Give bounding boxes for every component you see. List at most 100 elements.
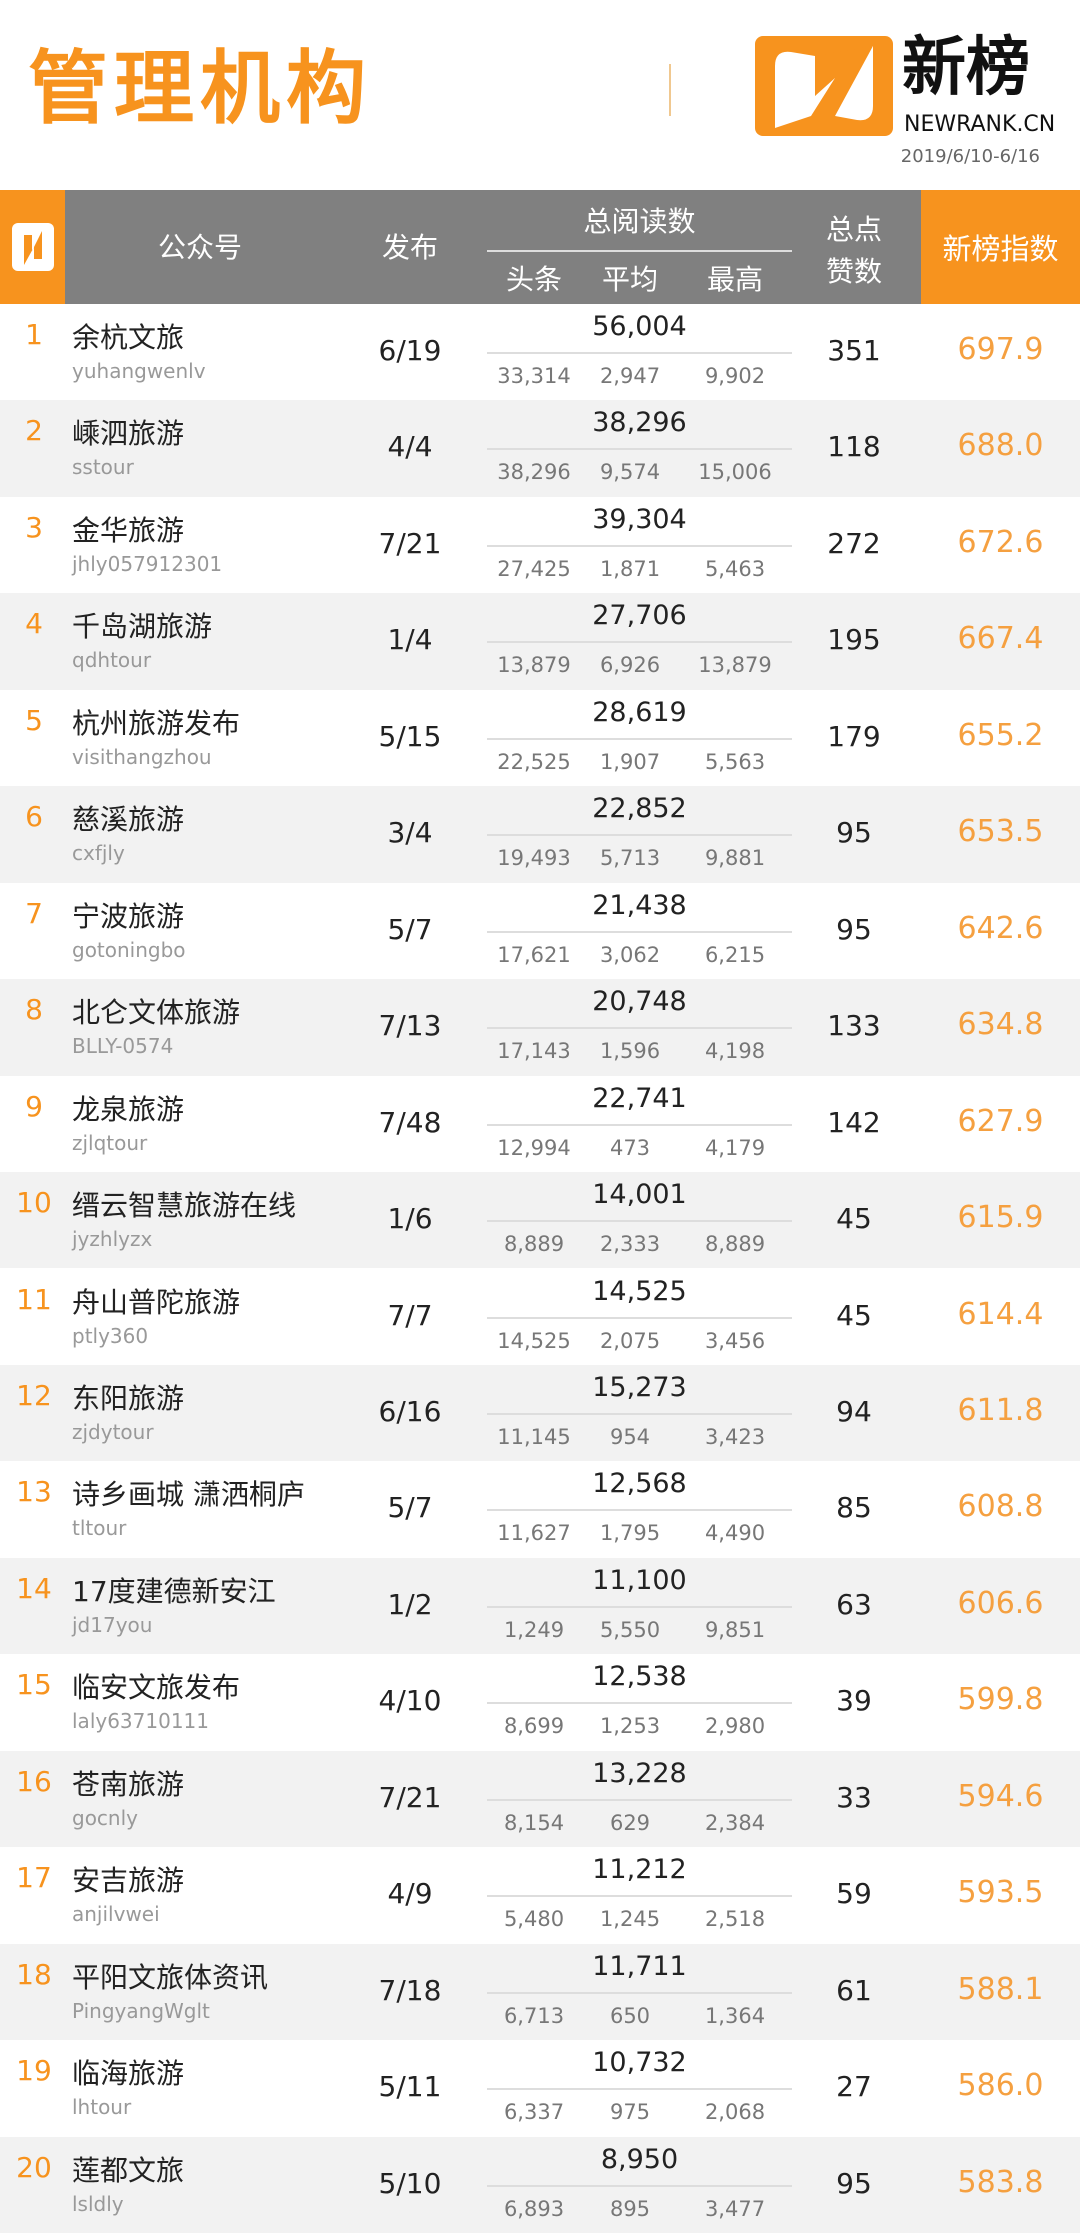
- account-name: 龙泉旅游: [72, 1092, 185, 1126]
- avg-reads: 629: [609, 1810, 651, 1835]
- total-likes: 195: [827, 623, 881, 657]
- header-max: 最高: [706, 263, 763, 296]
- newrank-index: 642.6: [957, 910, 1044, 946]
- table-row[interactable]: 8 北仑文体旅游 BLLY-0574 7/13 20,748 17,143 1,596 4,1…: [0, 979, 1080, 1076]
- publish-count: 5/7: [387, 912, 433, 946]
- newrank-index: 634.8: [957, 1007, 1044, 1043]
- table-row[interactable]: 18 平阳文旅体资讯 PingyangWglt 7/18 11,711 6,713 650 1…: [0, 1943, 1080, 2041]
- newrank-index: 608.8: [957, 1489, 1044, 1525]
- newrank-index: 614.4: [957, 1296, 1044, 1332]
- table-row[interactable]: 17 安吉旅游 anjilvwei 4/9 11,212 5,480 1,245 2,518 5…: [0, 1847, 1080, 1943]
- table-row[interactable]: 14 17度建德新安江 jd17you 1/2 11,100 1,249 5,550 9,85…: [0, 1557, 1080, 1655]
- newrank-small-logo-icon: [0, 190, 65, 304]
- table-row[interactable]: 10 缙云智慧旅游在线 jyzhlyzx 1/6 14,001 8,889 2,333 8,8…: [0, 1172, 1080, 1269]
- total-reads: 38,296: [592, 407, 687, 439]
- max-reads: 4,490: [704, 1521, 766, 1546]
- total-likes: 95: [836, 816, 872, 850]
- table-row[interactable]: 13 诗乡画城 潇洒桐庐 tltour 5/7 12,568 11,627 1,795 4,4…: [0, 1461, 1080, 1557]
- head-reads: 8,889: [503, 1232, 565, 1257]
- avg-reads: 5,550: [599, 1617, 661, 1642]
- account-id: jhly057912301: [72, 551, 223, 576]
- total-reads: 14,001: [592, 1179, 687, 1211]
- total-likes: 61: [836, 1973, 872, 2007]
- publish-count: 7/21: [378, 526, 442, 560]
- table-row[interactable]: 4 千岛湖旅游 qdhtour 1/4 27,706 13,879 6,926 13,879 1…: [0, 593, 1080, 690]
- total-reads: 12,538: [592, 1661, 687, 1693]
- max-reads: 9,902: [704, 364, 766, 388]
- total-likes: 95: [836, 912, 872, 946]
- account-id: jd17you: [72, 1612, 153, 1637]
- total-likes: 85: [836, 1491, 872, 1525]
- max-reads: 9,851: [704, 1617, 766, 1642]
- header-divider: [487, 250, 792, 252]
- account-id: lsldly: [72, 2191, 124, 2216]
- table-row[interactable]: 20 莲都文旅 lsldly 5/10 8,950 6,893 895 3,477 95 583.…: [0, 2136, 1080, 2233]
- account-id: ptly360: [72, 1323, 149, 1348]
- divider: [669, 64, 671, 116]
- account-name: 苍南旅游: [72, 1767, 185, 1801]
- table-row[interactable]: 1 余杭文旅 yuhangwenlv 6/19 56,004 33,314 2,947 9,9…: [0, 304, 1080, 400]
- table-row[interactable]: 6 慈溪旅游 cxfjly 3/4 22,852 19,493 5,713 9,881 95 65…: [0, 786, 1080, 883]
- max-reads: 3,477: [704, 2196, 766, 2221]
- row-divider: [487, 1509, 792, 1512]
- avg-reads: 954: [609, 1424, 651, 1449]
- table-row[interactable]: 19 临海旅游 lhtour 5/11 10,732 6,337 975 2,068 27 586…: [0, 2040, 1080, 2136]
- table-row[interactable]: 3 金华旅游 jhly057912301 7/21 39,304 27,425 1,871 5…: [0, 497, 1080, 593]
- head-reads: 19,493: [497, 846, 571, 871]
- table-row[interactable]: 2 嵊泗旅游 sstour 4/4 38,296 38,296 9,574 15,006 118…: [0, 400, 1080, 497]
- rank-number: 3: [25, 510, 43, 544]
- head-reads: 8,154: [503, 1810, 565, 1835]
- account-name: 北仑文体旅游: [72, 996, 241, 1030]
- account-id: cxfjly: [72, 841, 125, 866]
- newrank-index: 611.8: [957, 1392, 1044, 1428]
- max-reads: 4,179: [704, 1135, 766, 1160]
- total-likes: 94: [836, 1394, 872, 1428]
- total-reads: 15,273: [592, 1371, 687, 1403]
- table-row[interactable]: 11 舟山普陀旅游 ptly360 7/7 14,525 14,525 2,075 3,456…: [0, 1269, 1080, 1365]
- newrank-index: 594.6: [957, 1778, 1044, 1814]
- total-likes: 45: [836, 1202, 872, 1236]
- max-reads: 2,384: [704, 1810, 766, 1835]
- account-id: BLLY-0574: [72, 1034, 174, 1059]
- total-reads: 10,732: [592, 2047, 687, 2079]
- row-divider: [487, 448, 792, 451]
- table-row[interactable]: 9 龙泉旅游 zjlqtour 7/48 22,741 12,994 473 4,179 142…: [0, 1076, 1080, 1172]
- total-likes: 272: [827, 526, 881, 560]
- brand-domain: NEWRANK.CN: [904, 112, 1056, 137]
- avg-reads: 9,574: [599, 460, 661, 485]
- rank-number: 12: [16, 1378, 52, 1412]
- account-name: 舟山普陀旅游: [72, 1285, 241, 1319]
- total-reads: 13,228: [592, 1757, 687, 1789]
- account-id: visithangzhou: [72, 744, 212, 769]
- publish-count: 6/19: [378, 334, 442, 367]
- newrank-index: 599.8: [957, 1682, 1044, 1718]
- head-reads: 17,621: [497, 942, 571, 967]
- publish-count: 4/10: [378, 1684, 442, 1718]
- row-divider: [487, 2088, 792, 2091]
- max-reads: 5,563: [704, 749, 766, 774]
- table-row[interactable]: 15 临安文旅发布 laly63710111 4/10 12,538 8,699 1,253…: [0, 1654, 1080, 1750]
- max-reads: 1,364: [704, 2003, 766, 2028]
- row-divider: [487, 1798, 792, 1801]
- newrank-index: 688.0: [957, 428, 1044, 464]
- head-reads: 6,893: [503, 2196, 565, 2221]
- row-divider: [487, 1412, 792, 1415]
- header-total-reads: 总阅读数: [583, 205, 696, 238]
- row-divider: [487, 1220, 792, 1223]
- table-row[interactable]: 12 东阳旅游 zjdytour 6/16 15,273 11,145 954 3,423 94…: [0, 1364, 1080, 1462]
- header-account: 公众号: [157, 231, 242, 264]
- total-likes: 95: [836, 2166, 872, 2200]
- table-row[interactable]: 16 苍南旅游 gocnly 7/21 13,228 8,154 629 2,384 33 594…: [0, 1750, 1080, 1848]
- account-name: 诗乡画城 潇洒桐庐: [72, 1478, 305, 1512]
- publish-count: 5/7: [387, 1491, 433, 1525]
- total-reads: 27,706: [592, 600, 687, 632]
- row-divider: [487, 1895, 792, 1898]
- total-reads: 28,619: [592, 696, 687, 728]
- avg-reads: 1,871: [599, 556, 661, 581]
- table-row[interactable]: 5 杭州旅游发布 visithangzhou 5/15 28,619 22,525 1,90…: [0, 690, 1080, 786]
- account-id: zjdytour: [72, 1419, 154, 1444]
- avg-reads: 6,926: [599, 653, 661, 678]
- newrank-index: 667.4: [957, 621, 1044, 657]
- table-row[interactable]: 7 宁波旅游 gotoningbo 5/7 21,438 17,621 3,062 6,215…: [0, 883, 1080, 979]
- total-likes: 33: [836, 1780, 872, 1814]
